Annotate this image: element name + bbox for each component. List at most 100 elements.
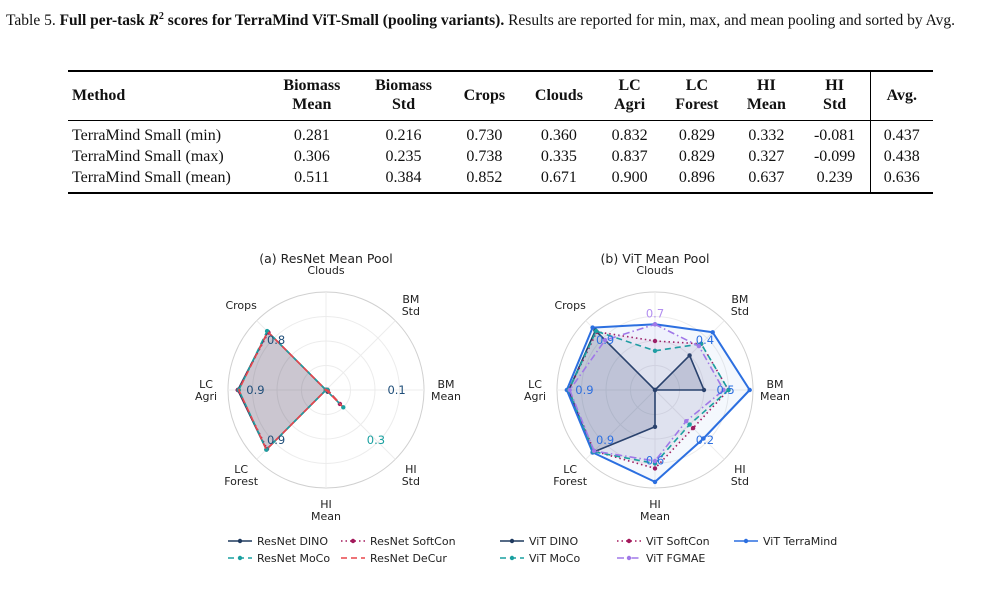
legend-marker-resnet-moco (237, 555, 243, 561)
series-point-resnet-moco (341, 405, 346, 410)
table-row: TerraMind Small (min) 0.281 0.216 0.730 … (68, 120, 933, 146)
axis-label-bm-std: BM Std (731, 293, 749, 318)
cell-hi-std: -0.099 (813, 148, 856, 165)
axis-label-lc-agri: LC Agri (524, 378, 546, 403)
tick-label: 0.4 (696, 333, 714, 347)
table-row: TerraMind Small (max) 0.306 0.235 0.738 … (68, 146, 933, 167)
series-point-vit-moco (726, 387, 731, 393)
cell-biomass-std: 0.235 (385, 148, 422, 165)
series-point-vit-terramind (701, 436, 706, 441)
series-point-vit-moco (593, 328, 599, 334)
cell-lc-forest: 0.896 (678, 169, 715, 186)
tick-label: 0.3 (367, 433, 385, 447)
header-biomass-mean: Biomass Mean (283, 77, 341, 113)
axis-label-crops: Crops (225, 299, 257, 312)
cell-biomass-mean: 0.306 (293, 148, 330, 165)
series-point-vit-moco (652, 348, 658, 353)
legend-marker-resnet-softcon (350, 538, 356, 544)
cell-crops: 0.730 (466, 127, 503, 144)
series-point-vit-fgmae (652, 458, 658, 464)
axis-label-lc-forest: LC Forest (553, 463, 587, 488)
series-point-vit-dino (652, 424, 658, 429)
cell-crops: 0.738 (466, 148, 503, 165)
series-point-vit-dino (687, 353, 692, 358)
series-point-vit-softcon (652, 338, 658, 344)
axis-label-lc-forest: LC Forest (224, 463, 258, 488)
legend-label-vit-softcon: ViT SoftCon (646, 535, 710, 548)
series-point-vit-fgmae (652, 322, 658, 327)
axis-label-hi-std: HI Std (402, 463, 420, 488)
table-row: TerraMind Small (mean) 0.511 0.384 0.852… (68, 167, 933, 193)
series-point-vit-fgmae (696, 343, 702, 349)
legend-label-resnet-softcon: ResNet SoftCon (370, 535, 456, 548)
cell-lc-agri: 0.837 (611, 148, 648, 165)
header-method: Method (72, 86, 126, 104)
legend-marker-vit-fgmae (626, 555, 632, 561)
header-biomass-std: Biomass Std (375, 77, 432, 113)
tick-label: 0.8 (267, 333, 285, 347)
series-point-vit-fgmae (684, 419, 689, 424)
series-point-vit-fgmae (602, 337, 608, 343)
tick-label: 0.5 (716, 383, 734, 397)
series-point-vit-terramind (747, 387, 752, 393)
table-header-row: Method Biomass Mean Biomass Std Crops Clou… (68, 71, 933, 121)
cell-avg: 0.438 (869, 146, 933, 167)
cell-hi-mean: 0.332 (748, 127, 785, 144)
radar-title: (b) ViT Mean Pool (601, 251, 710, 266)
legend-marker-vit-softcon (626, 538, 632, 544)
tick-label: 0.9 (575, 383, 593, 397)
axis-label-clouds: Clouds (307, 264, 344, 277)
cell-clouds: 0.671 (540, 169, 577, 186)
cell-biomass-mean: 0.511 (294, 169, 330, 186)
tick-label: 0.2 (696, 433, 714, 447)
cell-avg: 0.437 (869, 120, 933, 146)
cell-crops: 0.852 (466, 169, 503, 186)
axis-label-bm-std: BM Std (402, 293, 420, 318)
cell-biomass-std: 0.216 (385, 127, 422, 144)
truncated-caption-line (0, 584, 1002, 594)
legend-label-vit-terramind: ViT TerraMind (763, 535, 837, 548)
tick-label: 0.9 (596, 433, 614, 447)
cell-lc-forest: 0.829 (678, 127, 715, 144)
header-lc-agri: LC Agri (614, 77, 646, 113)
cell-clouds: 0.360 (540, 127, 577, 144)
cell-lc-agri: 0.900 (611, 169, 648, 186)
series-point-vit-terramind (652, 479, 658, 485)
cell-clouds: 0.335 (540, 148, 577, 165)
axis-label-hi-mean: HI Mean (640, 498, 670, 523)
legend-marker-resnet-dino (237, 538, 243, 544)
legend-label-resnet-decur: ResNet DeCur (370, 552, 447, 565)
radar-spoke (585, 389, 656, 460)
series-point-vit-softcon (690, 425, 696, 431)
series-point-vit-fgmae (567, 387, 572, 393)
header-clouds: Clouds (534, 86, 583, 104)
axis-label-hi-mean: HI Mean (311, 498, 341, 523)
caption-text: Results are reported for min, max, and m… (508, 12, 956, 30)
header-hi-std: HI Std (823, 77, 847, 113)
cell-method: TerraMind Small (mean) (72, 169, 231, 186)
cell-lc-agri: 0.832 (611, 127, 648, 144)
series-point-vit-fgmae (591, 448, 597, 454)
legend-label-resnet-moco: ResNet MoCo (257, 552, 330, 565)
legend-marker-vit-moco (509, 555, 515, 561)
radar-spoke (325, 320, 396, 391)
axis-label-hi-std: HI Std (731, 463, 749, 488)
radar-title: (a) ResNet Mean Pool (259, 251, 393, 266)
axis-label-lc-agri: LC Agri (195, 378, 217, 403)
series-resnet-decur (238, 331, 343, 451)
tick-label: 0.9 (267, 433, 285, 447)
caption-title: Full per-task R2 scores for TerraMind Vi… (59, 11, 505, 30)
series-point-vit-dino (701, 387, 707, 393)
table-caption: Table 5. Full per-task R2 scores for Ter… (6, 6, 996, 32)
tick-label: 0.1 (387, 383, 405, 397)
cell-biomass-std: 0.384 (385, 169, 422, 186)
tick-label: 0.7 (646, 306, 664, 320)
cell-hi-mean: 0.327 (748, 148, 785, 165)
cell-hi-mean: 0.637 (748, 169, 785, 186)
cell-hi-std: -0.081 (813, 127, 856, 144)
legend-label-vit-moco: ViT MoCo (529, 552, 580, 565)
cell-method: TerraMind Small (min) (72, 127, 222, 144)
axis-label-bm-mean: BM Mean (760, 378, 790, 403)
